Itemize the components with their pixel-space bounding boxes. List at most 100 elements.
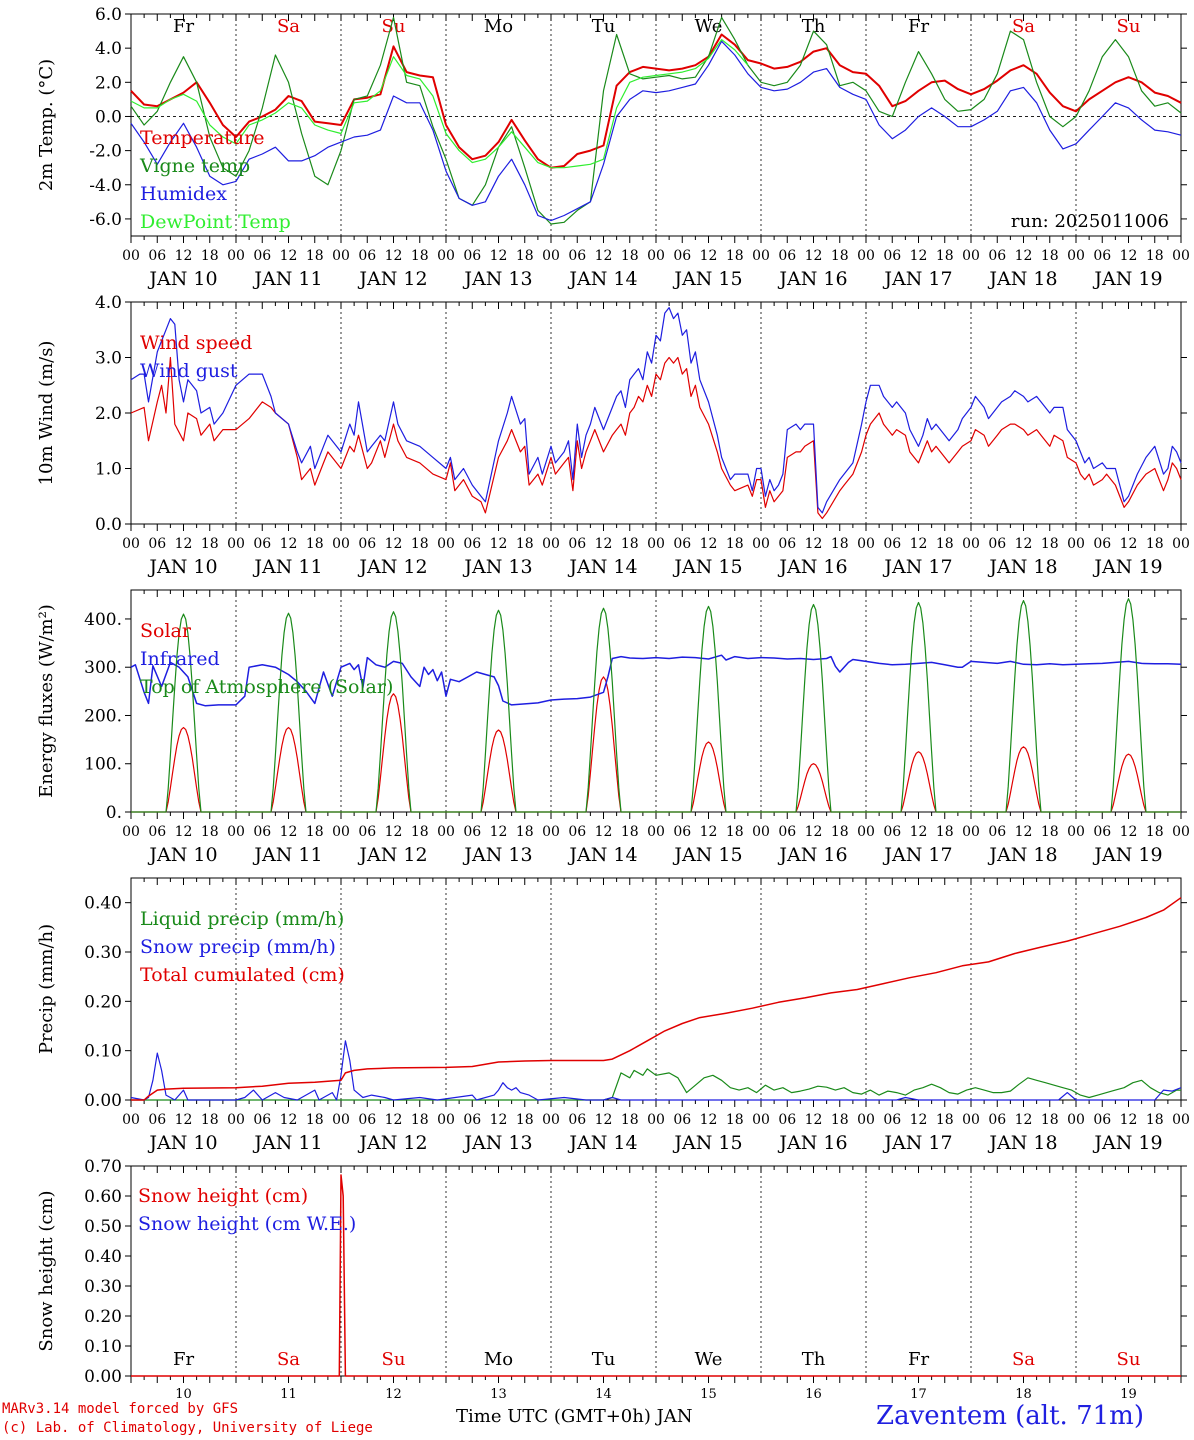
legend-entry: Infrared — [140, 648, 220, 670]
hour-tick-label: 00 — [1172, 536, 1190, 552]
hour-tick-label: 18 — [1146, 1112, 1164, 1128]
hour-tick-label: 12 — [385, 248, 403, 264]
hour-tick-label: 00 — [647, 1112, 665, 1128]
hour-tick-label: 18 — [201, 824, 219, 840]
day-label: JAN 14 — [567, 1132, 637, 1154]
day-label: JAN 12 — [357, 844, 427, 866]
series-line-liquid-precip-mm-h- — [131, 1068, 1181, 1101]
day-label: JAN 11 — [252, 1132, 322, 1154]
weekday-label: We — [695, 16, 723, 37]
weekday-label: Su — [382, 1349, 406, 1370]
hour-tick-label: 18 — [936, 1112, 954, 1128]
hour-tick-label: 06 — [463, 536, 481, 552]
day-label: JAN 10 — [147, 1132, 217, 1154]
y-tick-label: 0.00 — [84, 1367, 122, 1387]
hour-tick-label: 12 — [1015, 536, 1033, 552]
hour-tick-label: 12 — [280, 536, 298, 552]
y-tick-label: 0. — [106, 803, 122, 823]
day-label: JAN 17 — [882, 844, 952, 866]
day-label: JAN 18 — [987, 844, 1057, 866]
hour-tick-label: 12 — [280, 824, 298, 840]
hour-tick-label: 12 — [805, 248, 823, 264]
y-tick-label: 0.20 — [84, 992, 122, 1012]
hour-tick-label: 18 — [411, 824, 429, 840]
day-label: JAN 13 — [462, 1132, 532, 1154]
hour-tick-label: 00 — [227, 1112, 245, 1128]
hour-tick-label: 18 — [201, 536, 219, 552]
day-label: JAN 10 — [147, 268, 217, 290]
weekday-label: Fr — [908, 16, 929, 37]
hour-tick-label: 00 — [332, 536, 350, 552]
hour-tick-label: 12 — [490, 536, 508, 552]
hour-tick-label: 06 — [778, 1112, 796, 1128]
day-label: JAN 18 — [987, 1132, 1057, 1154]
day-number-label: 16 — [805, 1387, 822, 1402]
hour-tick-label: 12 — [595, 824, 613, 840]
hour-tick-label: 18 — [1041, 536, 1059, 552]
hour-tick-label: 00 — [122, 248, 140, 264]
weekday-label: We — [695, 1349, 723, 1370]
hour-tick-label: 06 — [883, 248, 901, 264]
hour-tick-label: 00 — [437, 248, 455, 264]
hour-tick-label: 18 — [1041, 248, 1059, 264]
time-axis-label: Time UTC (GMT+0h) JAN — [456, 1406, 693, 1427]
series-line-top-of-atmosphere-solar- — [131, 598, 1181, 813]
hour-tick-label: 00 — [437, 1112, 455, 1128]
hour-tick-label: 12 — [700, 248, 718, 264]
hour-tick-label: 06 — [883, 1112, 901, 1128]
hour-tick-label: 06 — [358, 1112, 376, 1128]
day-label: JAN 17 — [882, 268, 952, 290]
series-line-wind-gust — [130, 307, 1182, 514]
hour-tick-label: 00 — [1067, 536, 1085, 552]
hour-tick-label: 00 — [122, 536, 140, 552]
y-tick-label: 0.20 — [84, 1307, 122, 1327]
y-tick-label: 4.0 — [95, 293, 122, 313]
hour-tick-label: 00 — [542, 1112, 560, 1128]
legend-entry: Snow height (cm) — [138, 1185, 308, 1207]
hour-tick-label: 12 — [910, 824, 928, 840]
weekday-label: Tu — [592, 16, 616, 37]
hour-tick-label: 06 — [148, 536, 166, 552]
hour-tick-label: 00 — [857, 1112, 875, 1128]
day-label: JAN 14 — [567, 268, 637, 290]
hour-tick-label: 00 — [1067, 1112, 1085, 1128]
hour-tick-label: 00 — [122, 1112, 140, 1128]
series-line-wind-speed — [130, 356, 1182, 520]
hour-tick-label: 12 — [1120, 536, 1138, 552]
hour-tick-label: 18 — [621, 536, 639, 552]
day-label: JAN 18 — [987, 556, 1057, 578]
day-label: JAN 12 — [357, 268, 427, 290]
hour-tick-label: 00 — [962, 248, 980, 264]
day-label: JAN 15 — [672, 1132, 742, 1154]
hour-tick-label: 06 — [463, 824, 481, 840]
hour-tick-label: 18 — [1146, 248, 1164, 264]
hour-tick-label: 06 — [358, 248, 376, 264]
hour-tick-label: 12 — [700, 536, 718, 552]
legend-entry: Top of Atmosphere (Solar) — [140, 676, 393, 698]
chart-panel-5: 0.00 0.10 0.20 0.30 0.40 0.50 0.60 0.70 Snow hei… — [36, 1157, 1187, 1402]
hour-tick-label: 00 — [332, 248, 350, 264]
day-label: JAN 15 — [672, 556, 742, 578]
weekday-label: Tu — [592, 1349, 616, 1370]
day-label: JAN 14 — [567, 844, 637, 866]
y-tick-label: 100. — [84, 755, 122, 775]
hour-tick-label: 12 — [1015, 824, 1033, 840]
weekday-label: Mo — [484, 1349, 513, 1370]
weekday-label: Sa — [277, 16, 300, 37]
day-label: JAN 19 — [1092, 844, 1162, 866]
series-line-infrared — [130, 654, 1182, 707]
day-label: JAN 19 — [1092, 1132, 1162, 1154]
day-label: JAN 18 — [987, 268, 1057, 290]
hour-tick-label: 12 — [805, 824, 823, 840]
hour-tick-label: 00 — [437, 824, 455, 840]
hour-tick-label: 06 — [883, 824, 901, 840]
weekday-label: Mo — [484, 16, 513, 37]
hour-tick-label: 12 — [910, 536, 928, 552]
hour-tick-label: 18 — [936, 536, 954, 552]
day-number-label: 15 — [700, 1387, 717, 1402]
legend-entry: Snow height (cm W.E.) — [138, 1213, 356, 1235]
hour-tick-label: 06 — [988, 248, 1006, 264]
hour-tick-label: 06 — [253, 824, 271, 840]
y-tick-label: 0.10 — [84, 1337, 122, 1357]
